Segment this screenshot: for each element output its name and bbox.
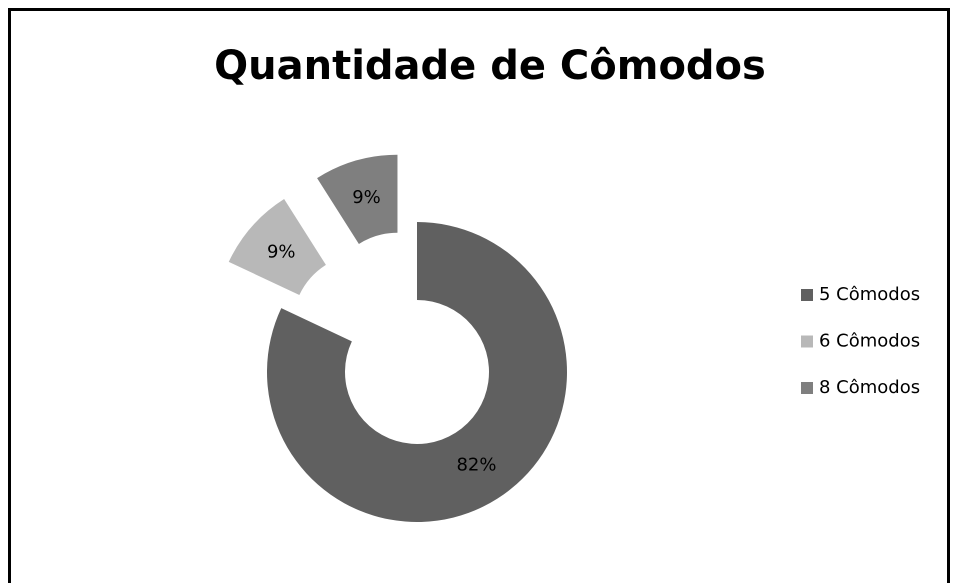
legend-swatch <box>801 289 813 301</box>
legend-swatch <box>801 335 813 348</box>
donut-slice <box>228 199 326 296</box>
chart-title: Quantidade de Cômodos <box>214 43 766 89</box>
legend-label: 8 Cômodos <box>819 377 920 398</box>
donut-slice <box>317 154 398 244</box>
legend-label: 5 Cômodos <box>819 284 920 305</box>
legend-label: 6 Cômodos <box>819 331 920 352</box>
data-label: 9% <box>352 187 381 208</box>
chart-border <box>8 8 950 583</box>
legend-swatch <box>801 382 813 394</box>
donut-slice <box>267 222 567 522</box>
data-label: 9% <box>267 241 296 262</box>
data-label: 82% <box>456 455 496 476</box>
